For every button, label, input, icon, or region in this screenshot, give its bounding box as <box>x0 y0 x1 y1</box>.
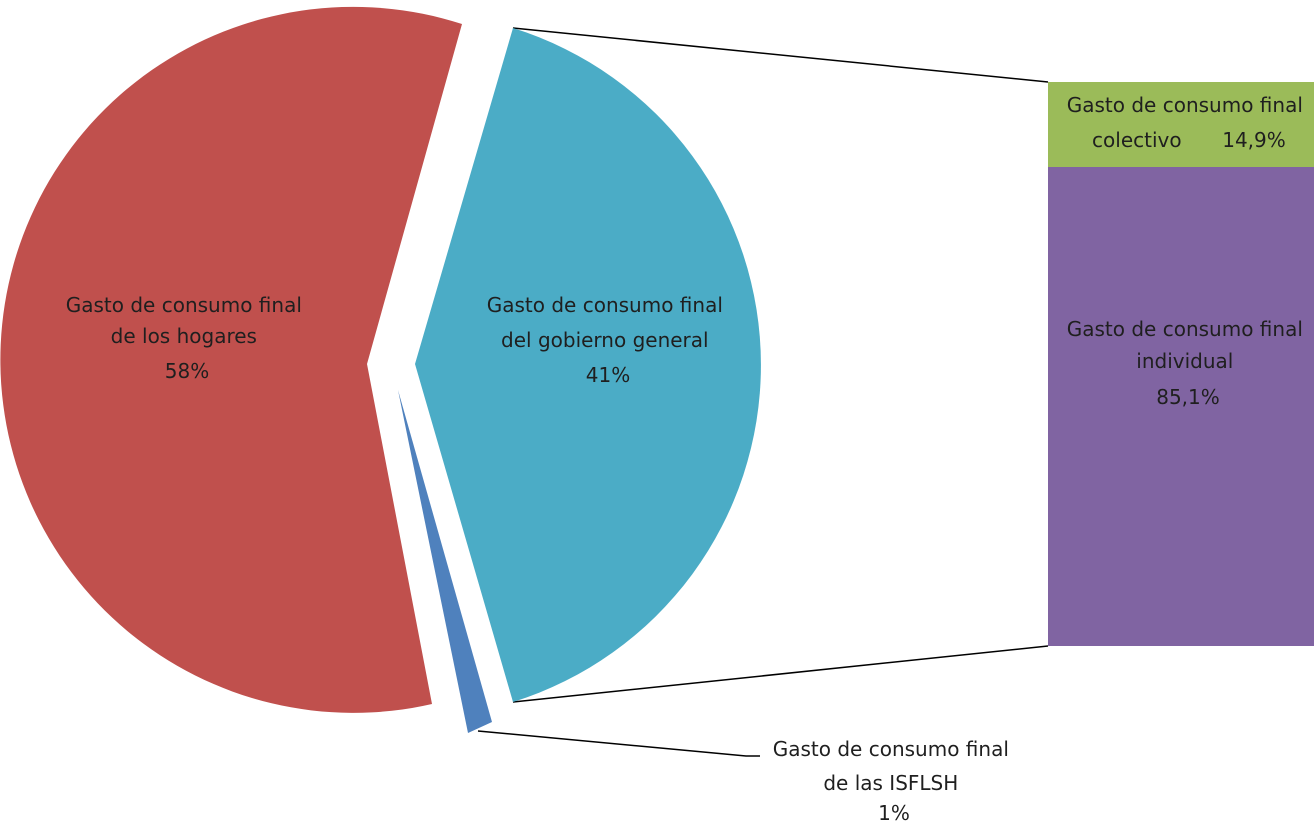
bar-segment-colectivo <box>1048 82 1314 167</box>
pie-slice-gobierno-general <box>415 28 761 702</box>
slice-label-gobierno-general: Gasto de consumo final del gobierno gene… <box>487 293 730 387</box>
pie-slice-hogares <box>0 6 462 713</box>
bar-label-colectivo: Gasto de consumo final colectivo 14,9% <box>1067 93 1310 152</box>
slice-label-isflsh: Gasto de consumo final de las ISFLSH 1% <box>773 737 1016 823</box>
bar-label-individual: Gasto de consumo final individual 85,1% <box>1067 317 1310 409</box>
isflsh-leader-line <box>477 730 760 757</box>
pie-slice-isflsh <box>398 390 492 733</box>
connector-line-bottom <box>512 645 1049 703</box>
bar-segment-individual <box>1048 167 1314 646</box>
connector-line-top <box>512 27 1049 83</box>
slice-label-hogares: Gasto de consumo final de los hogares 58… <box>66 293 309 383</box>
